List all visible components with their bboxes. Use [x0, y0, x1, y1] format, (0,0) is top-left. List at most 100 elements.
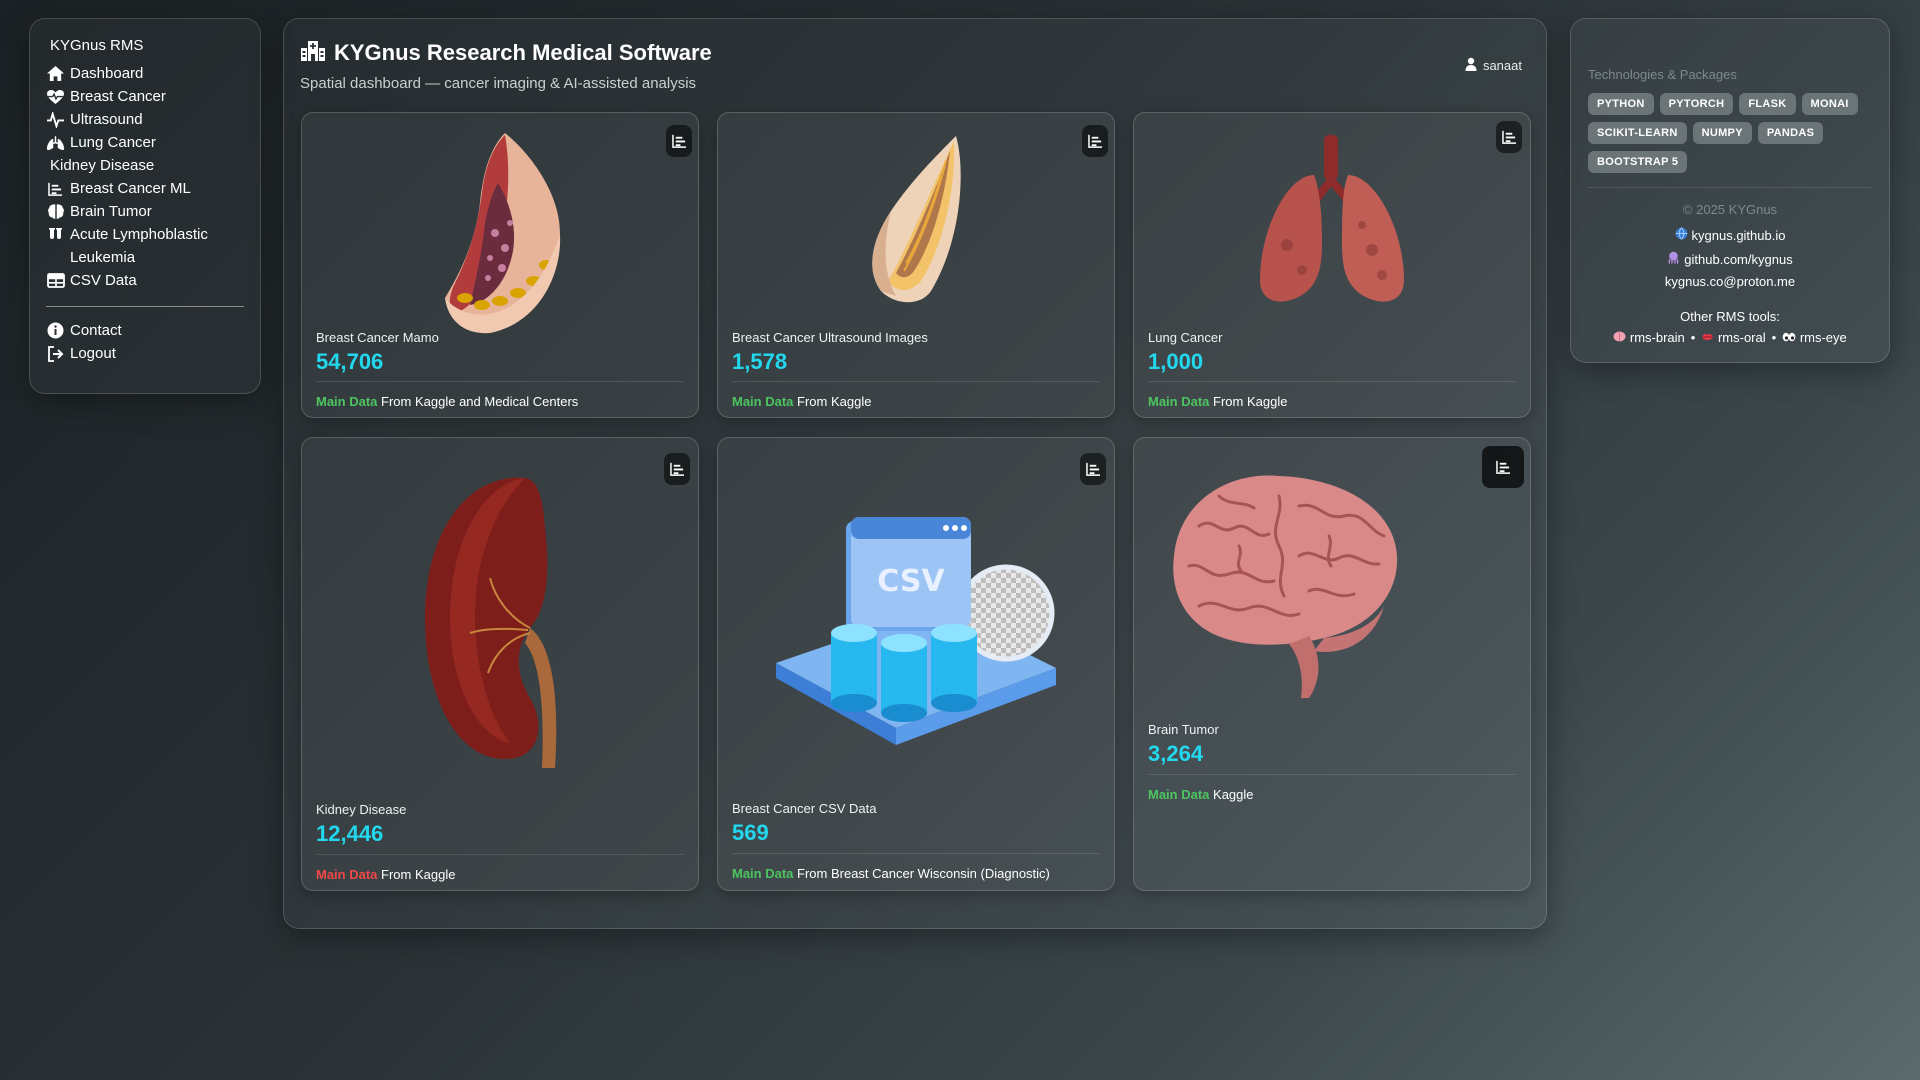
tool-link-rms-brain[interactable]: rms-brain: [1613, 330, 1685, 345]
sidebar-item-label: Contact: [70, 322, 122, 339]
sidebar-item-label: Brain Tumor: [70, 203, 152, 220]
card-source: Main Data From Kaggle: [1148, 394, 1287, 409]
card-breast-cancer-csv[interactable]: CSV Breast Cancer CSV Data 569 Main Data…: [717, 437, 1115, 891]
table-icon: [46, 269, 65, 292]
tech-title: Technologies & Packages: [1588, 67, 1737, 82]
username: sanaat: [1482, 58, 1522, 73]
copyright: © 2025 KYGnus: [1682, 202, 1778, 217]
brain-icon: [1613, 330, 1626, 345]
main-data-tag: Main Data: [1148, 787, 1210, 802]
tool-label: rms-eye: [1799, 330, 1847, 345]
card-value: 3,264: [1148, 741, 1204, 766]
chart-button[interactable]: [1482, 446, 1524, 488]
card-lung-cancer[interactable]: Lung Cancer 1,000 Main Data From Kaggle: [1133, 112, 1531, 418]
card-value: 1,000: [1148, 349, 1204, 374]
other-tools-title: Other RMS tools:: [1680, 309, 1780, 324]
website-link[interactable]: kygnus.github.io: [1571, 227, 1889, 243]
main-data-tag: Main Data: [316, 867, 378, 882]
card-label: Kidney Disease: [316, 802, 407, 817]
source-text: Kaggle: [1213, 787, 1254, 802]
sidebar-item-lung-cancer[interactable]: Lung Cancer: [46, 131, 244, 154]
sidebar-item-label: Dashboard: [70, 65, 144, 82]
card-divider: [732, 853, 1100, 854]
sidebar-item-label: Logout: [70, 345, 116, 362]
breast-section-image: [718, 131, 1114, 311]
csv-database-image: CSV: [718, 513, 1114, 753]
page-header: KYGnus Research Medical Software: [300, 39, 712, 66]
sidebar-item-contact[interactable]: Contact: [46, 319, 244, 342]
card-source: Main Data From Kaggle and Medical Center…: [316, 394, 578, 409]
sidebar-item-breast-cancer[interactable]: Breast Cancer: [46, 85, 244, 108]
source-text: From Kaggle: [381, 867, 456, 882]
tech-badge: PYTHON: [1588, 93, 1654, 115]
octocat-icon: [1667, 251, 1680, 267]
sidebar-item-ultrasound[interactable]: Ultrasound: [46, 108, 244, 131]
github-link[interactable]: github.com/kygnus: [1571, 251, 1889, 267]
tech-badge: SCIKIT-LEARN: [1588, 122, 1687, 144]
tech-badges: PYTHON PYTORCH FLASK MONAI SCIKIT-LEARN …: [1588, 93, 1878, 173]
card-divider: [1148, 381, 1516, 382]
info-icon: [46, 319, 65, 342]
sidebar-item-acute-lymphoblastic-leukemia[interactable]: Acute Lymphoblastic Leukemia: [46, 223, 244, 269]
tech-badge: PANDAS: [1757, 122, 1824, 144]
card-value: 569: [732, 820, 769, 845]
logout-icon: [46, 342, 65, 365]
source-text: From Kaggle and Medical Centers: [381, 394, 579, 409]
sidebar-item-label: Acute Lymphoblastic Leukemia: [70, 226, 208, 266]
csv-image-label: CSV: [877, 564, 945, 599]
sidebar-divider: [46, 306, 244, 307]
chart-button[interactable]: [664, 453, 690, 485]
main-data-tag: Main Data: [1148, 394, 1210, 409]
eyes-icon: [1782, 330, 1796, 345]
card-value: 12,446: [316, 821, 384, 846]
chart-button[interactable]: [1082, 125, 1108, 157]
sidebar-item-label: Lung Cancer: [70, 134, 156, 151]
sidebar-item-dashboard[interactable]: Dashboard: [46, 62, 244, 85]
sidebar-item-logout[interactable]: Logout: [46, 342, 244, 365]
card-breast-cancer-ultrasound[interactable]: Breast Cancer Ultrasound Images 1,578 Ma…: [717, 112, 1115, 418]
source-text: From Breast Cancer Wisconsin (Diagnostic…: [797, 866, 1050, 881]
globe-icon: [1675, 227, 1688, 243]
sidebar-item-label: Ultrasound: [70, 111, 143, 128]
github-text: github.com/kygnus: [1684, 251, 1793, 267]
sidebar-item-kidney-disease[interactable]: Kidney Disease: [46, 154, 244, 177]
bar-chart-icon: [1087, 134, 1102, 148]
bar-chart-icon: [1501, 130, 1516, 144]
card-kidney-disease[interactable]: Kidney Disease 12,446 Main Data From Kag…: [301, 437, 699, 891]
bar-chart-icon: [1085, 462, 1100, 476]
sidebar-item-breast-cancer-ml[interactable]: Breast Cancer ML: [46, 177, 244, 200]
main-data-tag: Main Data: [732, 394, 794, 409]
tool-link-rms-eye[interactable]: rms-eye: [1782, 330, 1847, 345]
chart-button[interactable]: [1080, 453, 1106, 485]
card-label: Brain Tumor: [1148, 722, 1219, 737]
sidebar-item-csv-data[interactable]: CSV Data: [46, 269, 244, 292]
card-breast-cancer-mamo[interactable]: Breast Cancer Mamo 54,706 Main Data From…: [301, 112, 699, 418]
email-link[interactable]: kygnus.co@proton.me: [1664, 274, 1796, 289]
card-divider: [1148, 774, 1516, 775]
bar-chart-icon: [671, 134, 686, 148]
hospital-icon: [300, 39, 326, 66]
card-source: Main Data From Kaggle: [732, 394, 871, 409]
card-value: 1,578: [732, 349, 788, 374]
card-label: Lung Cancer: [1148, 330, 1223, 345]
card-label: Breast Cancer CSV Data: [732, 801, 877, 816]
sidebar-item-label: Breast Cancer ML: [70, 180, 191, 197]
main-dashboard: KYGnus Research Medical Software Spatial…: [283, 18, 1547, 929]
chart-button[interactable]: [1496, 121, 1522, 153]
bar-chart-icon: [1495, 460, 1510, 474]
tech-badge: FLASK: [1739, 93, 1796, 115]
tool-link-rms-oral[interactable]: rms-oral: [1701, 330, 1766, 345]
chart-button[interactable]: [666, 125, 692, 157]
page-subtitle: Spatial dashboard — cancer imaging & AI-…: [300, 75, 697, 92]
user-menu[interactable]: sanaat: [1465, 57, 1522, 74]
card-brain-tumor[interactable]: Brain Tumor 3,264 Main Data Kaggle: [1133, 437, 1531, 891]
tech-badge: MONAI: [1801, 93, 1858, 115]
test-tubes-icon: [46, 223, 65, 246]
breast-anatomy-image: [302, 123, 698, 338]
source-text: From Kaggle: [797, 394, 872, 409]
sidebar: KYGnus RMS Dashboard Breast Cancer Ultra…: [29, 18, 261, 394]
brain-icon: [46, 200, 65, 223]
heart-pulse-icon: [46, 85, 65, 108]
main-data-tag: Main Data: [316, 394, 378, 409]
sidebar-item-brain-tumor[interactable]: Brain Tumor: [46, 200, 244, 223]
